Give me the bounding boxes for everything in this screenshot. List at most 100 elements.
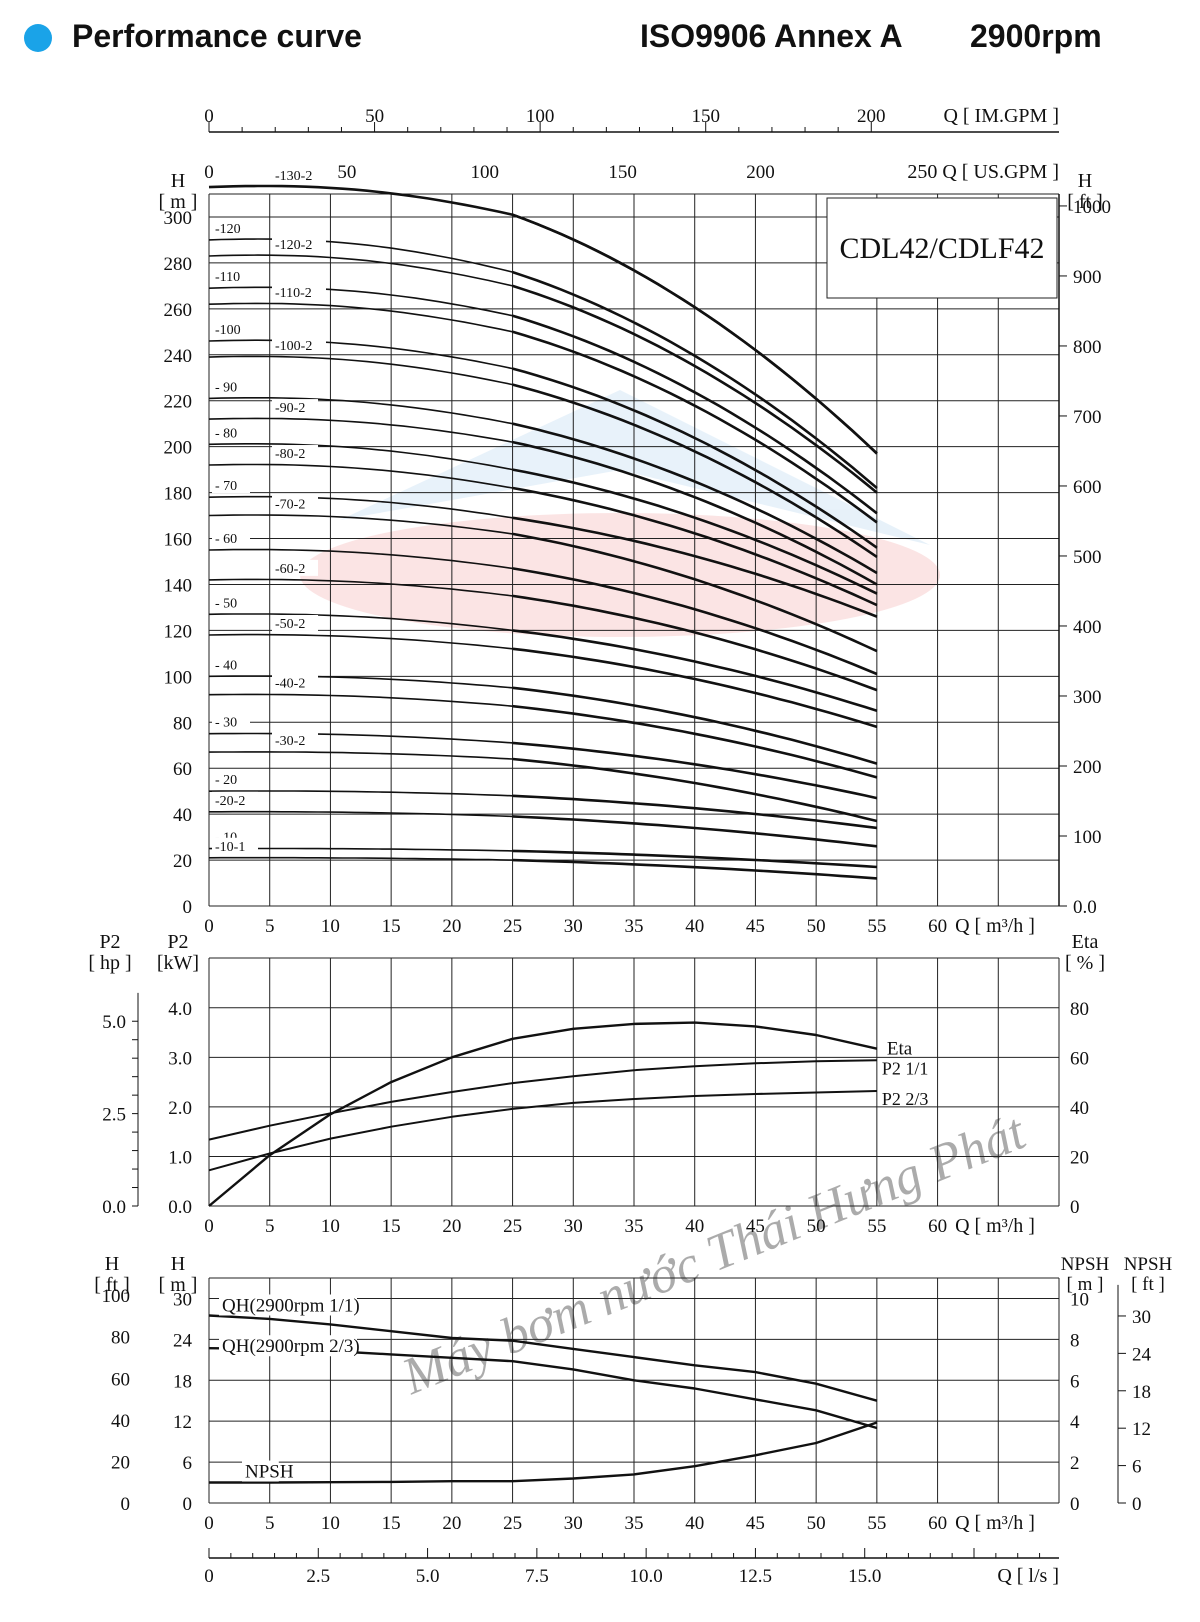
qh-series-label: -100 <box>215 323 241 338</box>
npsh-ft-tick-label: 80 <box>111 1328 130 1349</box>
ls-tick-label: 5.0 <box>416 1566 440 1587</box>
qh-series-working-range <box>512 270 878 489</box>
qh-series-working-range <box>512 741 878 800</box>
qh-y2-tick-label: 900 <box>1073 267 1102 288</box>
npsh-m-tick-label: 8 <box>1070 1330 1080 1351</box>
usgpm-tick-label: 200 <box>746 162 775 183</box>
npsh-ft3-tick-label: 30 <box>1132 1307 1151 1328</box>
qh-ylabel: H[ m ] <box>159 170 198 213</box>
npsh-y-tick-label: 6 <box>183 1453 193 1474</box>
npsh-ft-tick-label: 40 <box>111 1411 130 1432</box>
qh-series-working-range <box>512 383 878 558</box>
npsh-y3label: NPSH[ ft ] <box>1124 1254 1173 1295</box>
qh-series-working-range <box>512 594 878 692</box>
usgpm-tick-label: 50 <box>337 162 356 183</box>
qh-y2-tick-label: 100 <box>1073 827 1102 848</box>
model-label-box <box>826 197 1058 299</box>
npsh-ft-label: H[ ft ] <box>94 1253 130 1296</box>
qh-series-label: -130-2 <box>275 169 312 184</box>
power-x-tick-label: 15 <box>382 1216 401 1237</box>
qh-series-working-range <box>512 440 878 586</box>
qh-x-tick-label: 50 <box>807 916 826 937</box>
qh-y2-tick-label: 300 <box>1073 687 1102 708</box>
npsh-x-tick-label: 0 <box>204 1513 214 1534</box>
eta-tick-label: 60 <box>1070 1048 1089 1069</box>
power-y2label: Eta[ % ] <box>1065 931 1105 974</box>
qh-series-label-bg <box>272 559 318 576</box>
qh-y-tick-label: 60 <box>173 759 192 780</box>
qh-x-tick-label: 0 <box>204 916 214 937</box>
ls-tick-label: 15.0 <box>848 1566 881 1587</box>
p2-full-curve <box>208 1059 877 1141</box>
qh-series-label: - 60 <box>215 532 237 547</box>
power-y-tick-label: 4.0 <box>168 999 192 1020</box>
power-ylabel: P2 [kW] <box>157 931 199 974</box>
usgpm-tick-label: 0 <box>204 162 214 183</box>
npsh-m-tick-label: 0 <box>1070 1494 1080 1515</box>
qh-series-label-bg <box>212 477 250 494</box>
qh-full-series-label-bg <box>219 1294 357 1316</box>
qh-y-tick-label: 220 <box>164 392 193 413</box>
qh-y-tick-label: 140 <box>164 575 193 596</box>
qh-series-working-range <box>512 858 877 880</box>
npsh-x-tick-label: 15 <box>382 1513 401 1534</box>
npsh-x-tick-label: 50 <box>807 1513 826 1534</box>
qh-x-tick-label: 55 <box>867 916 886 937</box>
npsh-ft-tick-label: 20 <box>111 1452 130 1473</box>
qh-series-label-bg <box>212 378 250 395</box>
qh-series-working-range <box>512 686 878 765</box>
qh-series-label-bg <box>272 399 318 416</box>
qh-series-label-bg <box>212 320 250 337</box>
qh-twothirds-series-label-bg <box>219 1335 357 1357</box>
qh-series-working-range <box>512 647 878 729</box>
qh-y-tick-label: 100 <box>164 667 193 688</box>
power-y-tick-label: 1.0 <box>168 1147 192 1168</box>
qh-series-label: -50-2 <box>275 617 305 632</box>
qh-x-tick-label: 5 <box>265 916 275 937</box>
usgpm-tick-label: 150 <box>608 162 637 183</box>
qh-y-tick-label: 80 <box>173 713 192 734</box>
qh-y-tick-label: 240 <box>164 346 193 367</box>
qh-y2label: H[ ft ] <box>1067 170 1103 213</box>
npsh-x-tick-label: 40 <box>685 1513 704 1534</box>
qh-y-tick-label: 120 <box>164 621 193 642</box>
imgpm-tick-label: 150 <box>691 106 720 127</box>
power-hp-label-line: P2 <box>99 931 120 953</box>
qh-y2-tick-label: 500 <box>1073 547 1102 568</box>
eta-tick-label: 40 <box>1070 1098 1089 1119</box>
qh-y-tick-label: 180 <box>164 484 193 505</box>
qh-y2label-line: H <box>1078 170 1092 192</box>
hp-tick-label: 2.5 <box>102 1105 126 1126</box>
npsh-m-tick-label: 2 <box>1070 1453 1080 1474</box>
qh-full-series-label: QH(2900rpm 1/1) <box>222 1296 360 1317</box>
qh-series-label-bg <box>212 771 250 788</box>
model-label: CDL42/CDLF42 <box>839 232 1044 265</box>
npsh-series-label-bg <box>242 1460 279 1482</box>
npsh-y-tick-label: 24 <box>173 1330 193 1351</box>
power-x-tick-label: 60 <box>928 1216 947 1237</box>
npsh-ft3-tick-label: 24 <box>1132 1344 1152 1365</box>
qh-y2-tick-label: 200 <box>1073 757 1102 778</box>
power-x-tick-label: 25 <box>503 1216 522 1237</box>
npsh-ft-tick-label: 0 <box>121 1494 131 1515</box>
qh-x-tick-label: 20 <box>442 916 461 937</box>
qh-series-label-bg <box>212 530 250 546</box>
usgpm-axis-label: 250 Q [ US.GPM ] <box>907 161 1059 183</box>
eta-tick-label: 0 <box>1070 1197 1080 1218</box>
qh-series-working-range <box>512 486 878 607</box>
qh-series-label: - 30 <box>215 716 237 731</box>
qh-series-label: -90-2 <box>275 401 305 416</box>
npsh-ylabel-line: [ m ] <box>159 1274 198 1296</box>
qh-series-label-bg <box>212 713 250 730</box>
qh-series-label-bg <box>212 656 250 673</box>
npsh-xlabel: Q [ m³/h ] <box>955 1512 1035 1534</box>
npsh-xlabel-line: Q [ m³/h ] <box>955 1512 1035 1534</box>
watermark-mountain <box>340 390 930 545</box>
power-x-tick-label: 55 <box>867 1216 886 1237</box>
qh-series-working-range <box>512 516 878 618</box>
qh-x-tick-label: 60 <box>928 916 947 937</box>
npsh-x-tick-label: 25 <box>503 1513 522 1534</box>
watermark <box>300 390 940 637</box>
npsh-x-tick-label: 55 <box>867 1513 886 1534</box>
power-x-tick-label: 45 <box>746 1216 765 1237</box>
